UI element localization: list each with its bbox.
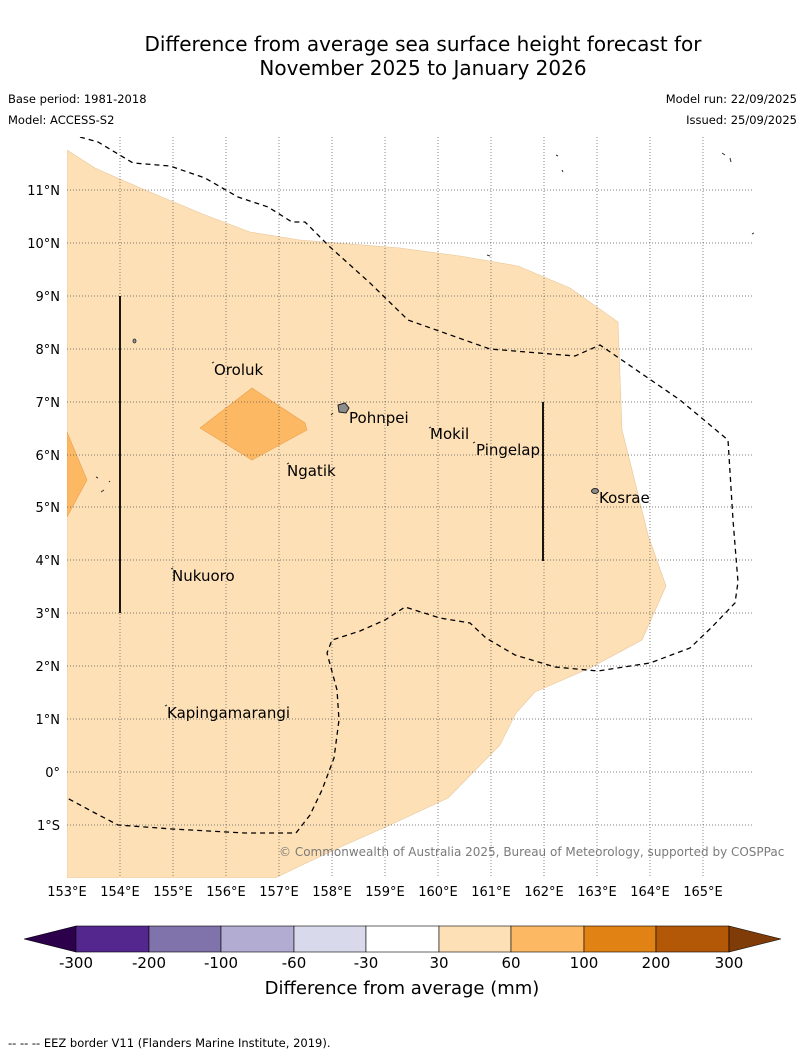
lat-tick-label: 0° xyxy=(45,766,60,781)
lon-tick-label: 165°E xyxy=(683,885,723,900)
place-label-nukuoro: Nukuoro xyxy=(172,567,235,585)
base-period: Base period: 1981-2018 xyxy=(8,92,147,106)
colorbar-bin xyxy=(293,925,367,953)
lon-tick-label: 160°E xyxy=(418,885,458,900)
chart-title: Difference from average sea surface heig… xyxy=(0,32,804,80)
colorbar-bin xyxy=(75,925,150,953)
lon-tick-label: 161°E xyxy=(471,885,511,900)
colorbar-tick-label: 200 xyxy=(642,954,671,972)
lat-tick-label: 7°N xyxy=(36,396,61,411)
colorbar-bin xyxy=(438,925,512,953)
colorbar-bin xyxy=(510,925,585,953)
lat-tick-label: 10°N xyxy=(27,237,60,252)
model-name: Model: ACCESS-S2 xyxy=(8,113,115,127)
issued-date: Issued: 25/09/2025 xyxy=(686,113,797,127)
anomaly-region-60-100-edge xyxy=(67,431,88,518)
place-labels: Oroluk Pohnpei Mokil Pingelap Ngatik Kos… xyxy=(167,361,650,722)
lon-tick-label: 154°E xyxy=(100,885,140,900)
place-label-kosrae: Kosrae xyxy=(599,489,650,507)
lon-tick-label: 158°E xyxy=(312,885,352,900)
place-label-mokil: Mokil xyxy=(430,425,469,443)
place-label-oroluk: Oroluk xyxy=(214,361,263,379)
title-line-1: Difference from average sea surface heig… xyxy=(144,32,702,56)
colorbar-tick-label: -300 xyxy=(59,954,93,972)
lon-tick-label: 164°E xyxy=(630,885,670,900)
atoll-marks xyxy=(95,152,754,707)
colorbar-bin xyxy=(365,925,440,953)
colorbar-tick-label: -30 xyxy=(354,954,379,972)
lon-tick-label: 159°E xyxy=(365,885,405,900)
lat-tick-label: 9°N xyxy=(36,290,61,305)
kosrae-island xyxy=(591,488,599,494)
colorbar-tick-label: -200 xyxy=(132,954,166,972)
copyright-notice: © Commonwealth of Australia 2025, Bureau… xyxy=(279,845,785,859)
lat-tick-label: 5°N xyxy=(36,501,61,516)
colorbar-over-triangle xyxy=(728,925,782,953)
model-run: Model run: 22/09/2025 xyxy=(665,92,797,106)
anomaly-region-30-60 xyxy=(67,149,667,878)
lon-tick-label: 157°E xyxy=(259,885,299,900)
lon-axis: 153°E 154°E 155°E 156°E 157°E 158°E 159°… xyxy=(47,885,723,900)
lon-tick-label: 155°E xyxy=(153,885,193,900)
map-area xyxy=(67,137,754,878)
small-island xyxy=(132,338,137,344)
eez-footnote: -- -- -- EEZ border V11 (Flanders Marine… xyxy=(8,1036,331,1050)
colorbar-bin xyxy=(583,925,657,953)
lat-tick-label: 11°N xyxy=(27,184,60,199)
pohnpei-island xyxy=(337,402,350,414)
colorbar: -300 -200 -100 -60 -30 30 60 100 200 300 xyxy=(23,925,782,972)
colorbar-bin xyxy=(148,925,222,953)
colorbar-tick-label: -100 xyxy=(204,954,238,972)
lat-axis: 11°N 10°N 9°N 8°N 7°N 6°N 5°N 4°N 3°N 2°… xyxy=(27,184,60,834)
lat-tick-label: 6°N xyxy=(36,449,61,464)
title-line-2: November 2025 to January 2026 xyxy=(259,56,587,80)
gridlines xyxy=(67,137,754,878)
place-label-pingelap: Pingelap xyxy=(476,441,540,459)
colorbar-tick-label: 60 xyxy=(501,954,520,972)
colorbar-bin xyxy=(220,925,295,953)
place-label-ngatik: Ngatik xyxy=(287,462,336,480)
colorbar-title: Difference from average (mm) xyxy=(264,978,540,999)
place-label-kapingamarangi: Kapingamarangi xyxy=(167,704,290,722)
colorbar-tick-label: -60 xyxy=(282,954,307,972)
eez-border xyxy=(67,137,739,834)
lat-tick-label: 1°N xyxy=(36,713,61,728)
lat-tick-label: 4°N xyxy=(36,554,61,569)
colorbar-bin xyxy=(655,925,730,953)
lat-tick-label: 2°N xyxy=(36,660,61,675)
lon-tick-label: 163°E xyxy=(577,885,617,900)
colorbar-tick-label: 100 xyxy=(570,954,599,972)
lat-tick-label: 1°S xyxy=(37,819,60,834)
islands xyxy=(95,152,754,707)
lon-tick-label: 156°E xyxy=(206,885,246,900)
colorbar-tick-label: 30 xyxy=(429,954,448,972)
lon-tick-label: 162°E xyxy=(524,885,564,900)
anomaly-region-60-100-west xyxy=(199,387,308,461)
place-label-pohnpei: Pohnpei xyxy=(349,409,409,427)
colorbar-under-triangle xyxy=(23,925,77,953)
lat-tick-label: 8°N xyxy=(36,343,61,358)
lat-tick-label: 3°N xyxy=(36,607,61,622)
colorbar-tick-label: 300 xyxy=(715,954,744,972)
lon-tick-label: 153°E xyxy=(47,885,87,900)
